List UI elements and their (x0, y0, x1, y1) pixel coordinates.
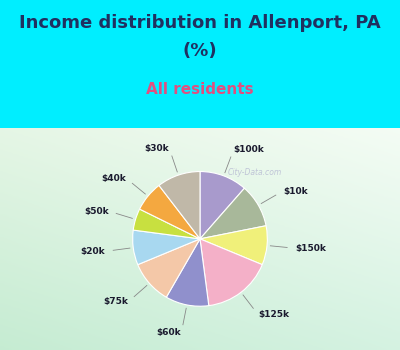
Text: All residents: All residents (146, 82, 254, 97)
Text: $30k: $30k (145, 144, 169, 153)
Wedge shape (166, 239, 209, 306)
Wedge shape (138, 239, 200, 297)
Wedge shape (140, 186, 200, 239)
Wedge shape (200, 239, 262, 306)
Text: $40k: $40k (101, 174, 126, 183)
Wedge shape (133, 230, 200, 265)
Wedge shape (200, 188, 266, 239)
Text: $150k: $150k (295, 244, 326, 253)
Text: $60k: $60k (157, 328, 181, 337)
Text: $20k: $20k (80, 247, 105, 256)
Text: $100k: $100k (234, 145, 264, 154)
Text: $75k: $75k (103, 298, 128, 307)
Wedge shape (159, 172, 200, 239)
Wedge shape (200, 172, 244, 239)
Text: $125k: $125k (258, 310, 289, 319)
Text: $50k: $50k (84, 206, 108, 216)
Text: (%): (%) (183, 42, 217, 60)
Wedge shape (133, 209, 200, 239)
Wedge shape (200, 226, 267, 265)
Text: City-Data.com: City-Data.com (228, 168, 282, 177)
Text: $10k: $10k (283, 187, 308, 196)
Text: Income distribution in Allenport, PA: Income distribution in Allenport, PA (19, 14, 381, 32)
